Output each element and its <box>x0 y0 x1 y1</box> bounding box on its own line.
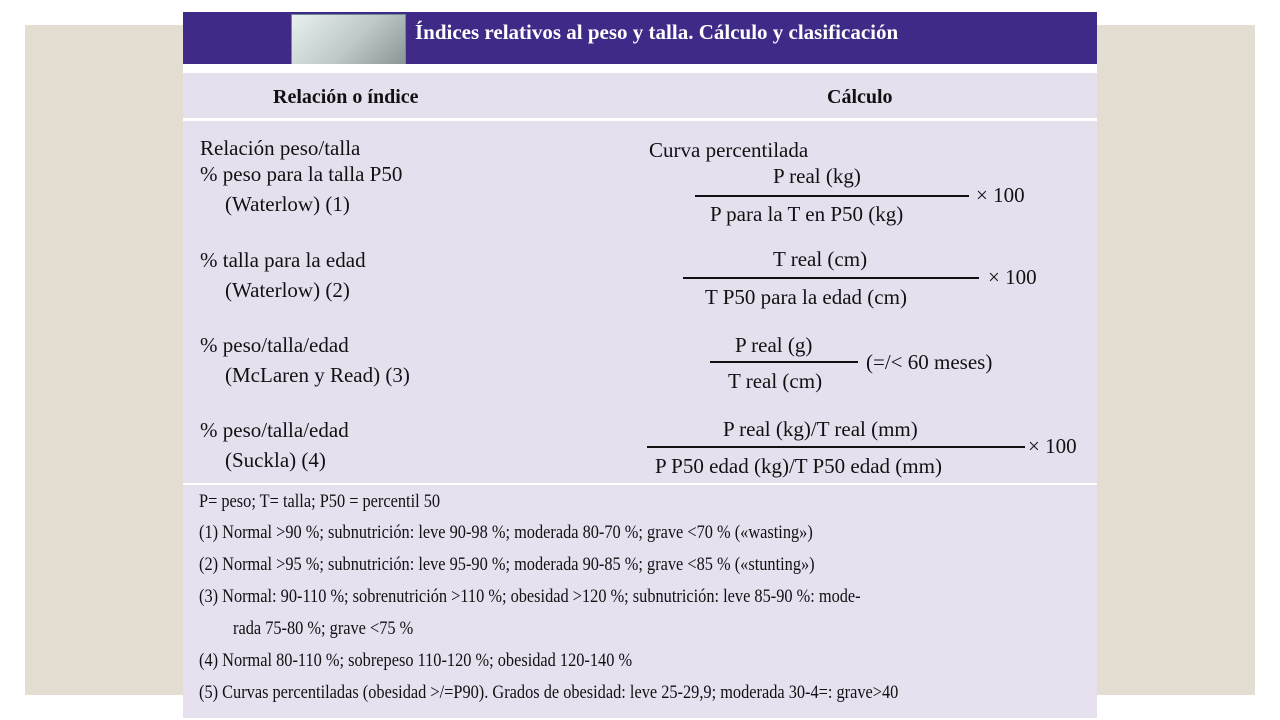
condition-note: (=/< 60 meses) <box>866 350 993 374</box>
title-gap <box>183 64 1097 73</box>
footnote-1: (1) Normal >90 %; subnutrición: leve 90-… <box>199 522 813 543</box>
header-calculation: Cálculo <box>827 86 893 108</box>
table-body: Relación peso/talla % peso para la talla… <box>183 121 1097 483</box>
footnote-4: (4) Normal 80-110 %; sobrepeso 110-120 %… <box>199 650 633 671</box>
index-label: % peso para la talla P50 <box>200 162 403 186</box>
footnote-2: (2) Normal >95 %; subnutrición: leve 95-… <box>199 554 815 575</box>
index-label: % talla para la edad <box>200 248 366 272</box>
index-label: (Suckla) (4) <box>225 448 326 472</box>
multiplier: × 100 <box>988 265 1037 289</box>
table-number-thumbnail <box>291 14 406 65</box>
calc-caption: Curva percentilada <box>649 138 809 162</box>
footnote-5: (5) Curvas percentiladas (obesidad >/=P9… <box>199 682 899 703</box>
numerator: P real (g) <box>735 333 813 357</box>
footer-divider <box>183 483 1097 485</box>
denominator: P P50 edad (kg)/T P50 edad (mm) <box>655 454 942 478</box>
fraction-bar <box>683 277 979 279</box>
header-index: Relación o índice <box>273 86 419 108</box>
denominator: T real (cm) <box>728 369 823 393</box>
index-label: Relación peso/talla <box>200 136 361 160</box>
abbreviation-legend: P= peso; T= talla; P50 = percentil 50 <box>199 491 441 512</box>
denominator: T P50 para la edad (cm) <box>705 285 907 309</box>
title-bar: Índices relativos al peso y talla. Cálcu… <box>183 12 1097 65</box>
multiplier: × 100 <box>1028 434 1077 458</box>
multiplier: × 100 <box>976 183 1025 207</box>
footnotes: P= peso; T= talla; P50 = percentil 50 (1… <box>183 485 1097 718</box>
fraction-bar <box>695 195 969 197</box>
numerator: T real (cm) <box>773 247 868 271</box>
index-label: % peso/talla/edad <box>200 418 349 442</box>
index-label: (Waterlow) (2) <box>225 278 350 302</box>
table-header: Relación o índice Cálculo <box>183 73 1097 119</box>
header-divider <box>183 118 1097 121</box>
index-label: % peso/talla/edad <box>200 333 349 357</box>
numerator: P real (kg) <box>773 164 861 188</box>
numerator: P real (kg)/T real (mm) <box>723 417 918 441</box>
footnote-3-continued: rada 75-80 %; grave <75 % <box>233 618 414 639</box>
fraction-bar <box>647 446 1025 448</box>
index-label: (McLaren y Read) (3) <box>225 363 410 387</box>
table-title: Índices relativos al peso y talla. Cálcu… <box>415 20 899 44</box>
denominator: P para la T en P50 (kg) <box>710 202 904 226</box>
fraction-bar <box>710 361 858 363</box>
index-label: (Waterlow) (1) <box>225 192 350 216</box>
table-card: Índices relativos al peso y talla. Cálcu… <box>183 12 1097 718</box>
footnote-3: (3) Normal: 90-110 %; sobrenutrición >11… <box>199 586 861 607</box>
